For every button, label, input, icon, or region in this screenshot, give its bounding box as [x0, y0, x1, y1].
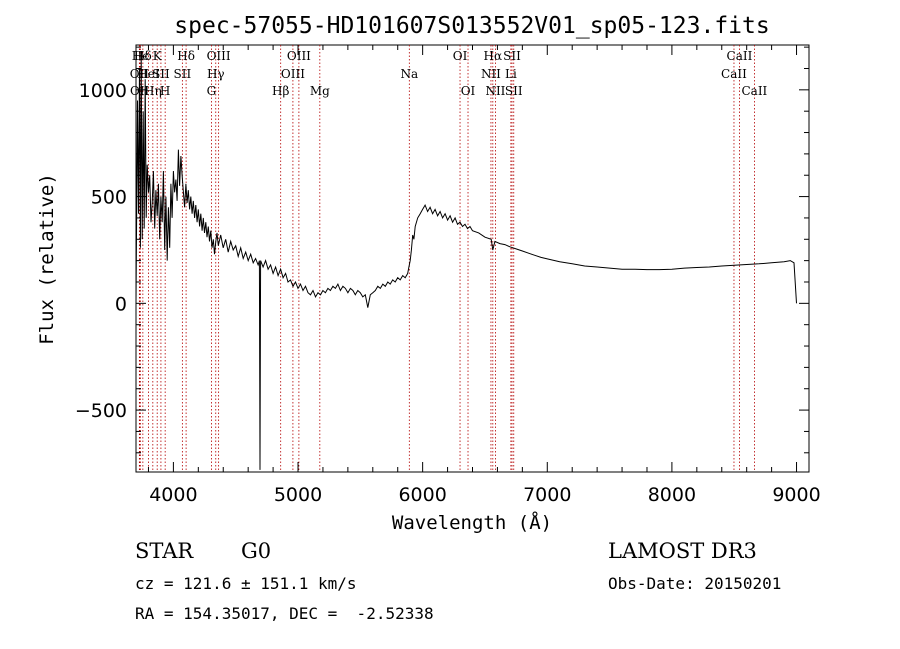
line-label-18: Na: [400, 67, 418, 81]
chart-title: spec-57055-HD101607S013552V01_sp05-123.f…: [174, 13, 769, 39]
x-tick-label: 7000: [523, 484, 571, 506]
line-label-28: CaII: [721, 67, 747, 81]
x-axis-title: Wavelength (Å): [392, 511, 552, 534]
line-label-23: NII: [485, 84, 505, 98]
line-label-16: Hβ: [272, 84, 289, 98]
x-tick-label: 6000: [398, 484, 446, 506]
y-axis-title: Flux (relative): [36, 173, 58, 345]
line-label-9: Hδ: [177, 49, 195, 63]
object-class: STAR: [135, 539, 194, 563]
line-label-14: OIII: [287, 49, 311, 63]
line-label-22: NII: [481, 67, 501, 81]
line-label-21: Hα: [484, 49, 503, 63]
observation-date: Obs-Date: 20150201: [608, 574, 782, 593]
y-tick-label: 0: [115, 293, 127, 315]
line-label-6: K: [153, 49, 163, 63]
line-label-5: Hη: [144, 84, 162, 98]
line-label-7: SII: [152, 67, 170, 81]
line-label-12: Hγ: [207, 67, 225, 81]
line-label-8: H: [160, 84, 170, 98]
line-label-4: HeI: [137, 67, 160, 81]
object-subclass: G0: [241, 539, 272, 563]
line-label-0: Hϵ: [132, 49, 149, 63]
x-tick-label: 5000: [274, 484, 322, 506]
line-label-26: SII: [505, 84, 523, 98]
spectral-line-labels: HϵOIIOIIHδHeIHηKSIIHHδSIIOIIIHγGOIIIOIII…: [130, 49, 768, 98]
line-label-20: OI: [461, 84, 476, 98]
y-tick-label: 1000: [79, 80, 127, 102]
y-axis-ticks: −500 0 500 1000: [75, 46, 809, 454]
redshift-velocity: cz = 121.6 ± 151.1 km/s: [135, 574, 357, 593]
x-tick-label: 8000: [648, 484, 696, 506]
spectrum-series: [135, 51, 797, 470]
line-label-25: Li: [505, 67, 517, 81]
spectral-line-markers: [138, 45, 755, 472]
coordinates: RA = 154.35017, DEC = -2.52338: [135, 604, 434, 623]
line-label-17: Mg: [310, 84, 330, 98]
plot-frame: [135, 44, 810, 473]
y-tick-label: 500: [91, 187, 127, 209]
line-label-13: G: [207, 84, 217, 98]
line-label-29: CaII: [741, 84, 767, 98]
line-label-24: SII: [503, 49, 521, 63]
y-tick-label: −500: [75, 400, 127, 422]
line-label-3: Hδ: [134, 49, 152, 63]
line-label-11: OIII: [207, 49, 231, 63]
x-axis-ticks: 4000 5000 6000 7000 8000 9000: [147, 45, 821, 506]
line-label-19: OI: [453, 49, 468, 63]
line-label-27: CaII: [727, 49, 753, 63]
line-label-10: SII: [174, 67, 192, 81]
line-label-15: OIII: [281, 67, 305, 81]
survey-name: LAMOST DR3: [608, 539, 757, 563]
x-tick-label: 4000: [149, 484, 197, 506]
x-tick-label: 9000: [772, 484, 820, 506]
spectrum-line-0: [135, 51, 797, 470]
